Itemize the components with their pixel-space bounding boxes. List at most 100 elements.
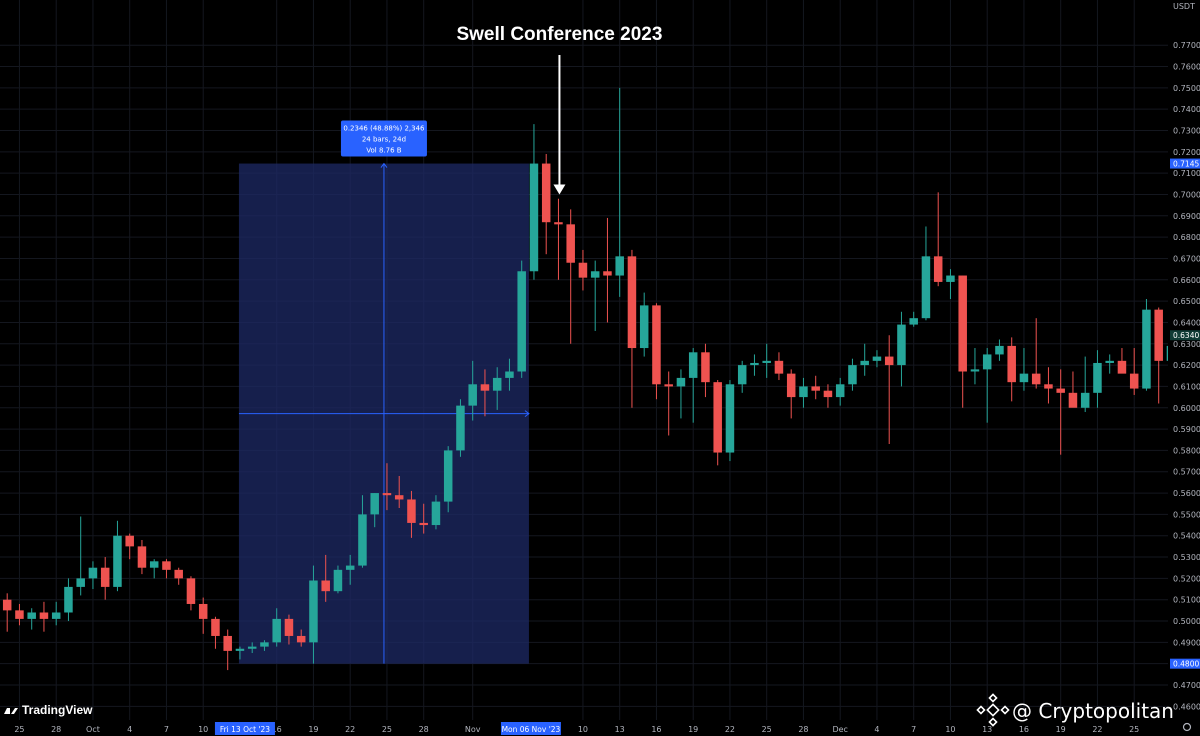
time-range-tag-label: Mon 06 Nov '23 (502, 725, 561, 734)
candle (946, 269, 955, 299)
candle (64, 578, 73, 622)
candle (688, 348, 698, 423)
candle (995, 339, 1004, 361)
candle (162, 559, 171, 579)
price-tag-label: 0.7145 (1173, 160, 1199, 169)
candle-body (492, 377, 502, 391)
candle (15, 603, 24, 626)
candle (431, 495, 441, 530)
candle (223, 629, 232, 671)
binance-logo-icon (976, 693, 1010, 727)
time-tick-label: Nov (465, 725, 481, 734)
candle-body (823, 390, 833, 398)
time-tick-label: Oct (86, 725, 100, 734)
price-axis[interactable]: USDT 0.4600 0.4700 0.4800 0.4900 0.5000 0.5100… (1168, 0, 1200, 736)
candle (358, 495, 367, 568)
price-tick-label: 0.5100 (1173, 596, 1200, 605)
time-tick-label: 22 (1092, 725, 1102, 734)
candle (100, 557, 110, 600)
candle-body (149, 561, 159, 568)
candle-body (2, 599, 12, 611)
candle (603, 217, 612, 323)
price-tick-label: 0.6700 (1173, 254, 1200, 263)
candle (872, 350, 882, 368)
candle (113, 520, 122, 592)
price-tag (1170, 330, 1200, 341)
price-tick-label: 0.5500 (1173, 510, 1200, 519)
candle-body (566, 224, 575, 263)
candle-body (100, 567, 110, 587)
time-tick-label: 13 (615, 725, 625, 734)
candle (848, 358, 857, 391)
candle (1031, 318, 1041, 389)
candle-body (480, 384, 490, 391)
candle-body (1142, 309, 1151, 389)
time-tick-label: 28 (51, 725, 61, 734)
candle-body (309, 580, 318, 643)
candle-body (982, 354, 992, 370)
candle-body (529, 163, 539, 272)
candle-body (125, 535, 134, 547)
candle-body (1019, 373, 1029, 383)
time-tick-label: 16 (651, 725, 661, 734)
candle (27, 608, 36, 630)
candle (652, 303, 661, 400)
candle (1105, 354, 1114, 374)
candle-body (1080, 392, 1090, 408)
price-tick-label: 0.6900 (1173, 212, 1200, 221)
price-tag (1170, 158, 1200, 169)
candle (725, 380, 735, 462)
price-tick-label: 0.4700 (1173, 681, 1200, 690)
candle-body (615, 256, 624, 276)
tradingview-logo-icon (4, 708, 18, 714)
candle (811, 375, 820, 400)
candle-body (321, 580, 330, 592)
price-tick-label: 0.7500 (1173, 84, 1200, 93)
candle-body (394, 495, 404, 500)
candle (799, 377, 808, 408)
candle-body (835, 384, 845, 398)
time-tick-label: Dec (832, 725, 847, 734)
measure-tool[interactable]: 0.2346 (48.88%) 2,346 24 bars, 24d Vol 8.7… (238, 120, 530, 664)
candle (835, 377, 845, 406)
settings-gear-icon[interactable] (1182, 722, 1192, 732)
candle (419, 503, 428, 534)
candle (382, 463, 392, 511)
time-tick-label: 19 (308, 725, 318, 734)
time-axis[interactable]: 25 28 Oct 4 7 10 16 19 22 25 28 Nov 10 13 16 19 22 25 28 De… (0, 721, 1168, 736)
candle-body (186, 578, 196, 604)
candle (235, 646, 245, 660)
candle (1019, 348, 1029, 391)
candle-body (590, 271, 600, 278)
candle (1129, 348, 1139, 395)
candle-body (713, 382, 722, 453)
candle-body (407, 499, 416, 523)
candle-body (688, 352, 698, 378)
price-tick-label: 0.6200 (1173, 361, 1200, 370)
candle-body (247, 646, 257, 649)
time-tick-label: 28 (419, 725, 429, 734)
candle (247, 642, 257, 654)
tradingview-label: TradingView (22, 703, 93, 717)
candle-body (1056, 388, 1065, 393)
time-tick-label: 19 (688, 725, 698, 734)
candle (321, 554, 330, 602)
candle-body (1093, 362, 1102, 393)
time-tick-label: 7 (164, 725, 169, 734)
candle-body (799, 386, 808, 398)
candle (1154, 307, 1163, 404)
time-tick-label: 22 (725, 725, 735, 734)
time-tick-label: 13 (982, 725, 992, 734)
measure-arrow-up-icon (380, 162, 388, 168)
candle-body (578, 262, 588, 278)
candle-body (946, 275, 955, 282)
candle (2, 593, 12, 632)
candle (774, 352, 784, 381)
candle (149, 559, 159, 579)
candle-body (88, 567, 98, 579)
price-axis-currency: USDT (1173, 2, 1195, 11)
time-tick-label: 7 (911, 725, 916, 734)
candle (51, 601, 61, 626)
candle (284, 614, 294, 645)
